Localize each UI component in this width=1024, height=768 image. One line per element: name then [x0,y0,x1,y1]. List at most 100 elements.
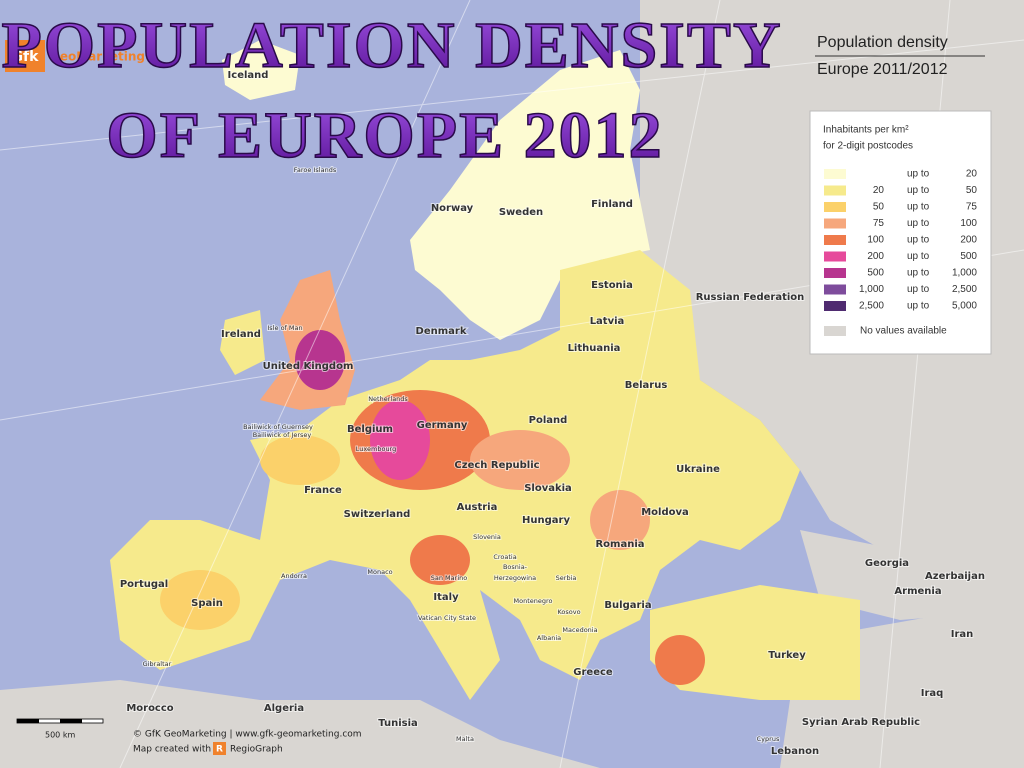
density-patch [470,430,570,490]
legend-word: up to [907,251,930,262]
credit: Map created with [133,745,211,755]
legend-from: 75 [873,218,885,229]
legend-to: 75 [966,202,978,213]
place-label: Lithuania [568,343,621,354]
place-label: Bulgaria [604,600,651,611]
legend-from: 500 [867,268,884,279]
legend-word: up to [907,268,930,279]
place-label: Sweden [499,207,543,218]
density-patch [295,330,345,390]
place-label: Bailiwick of Guernsey [243,423,313,431]
place-label: Netherlands [368,395,408,403]
place-label: Lebanon [771,746,819,757]
place-label: Germany [417,420,468,431]
legend-word: up to [907,218,930,229]
place-label: Switzerland [344,509,411,520]
scale-bar [17,719,39,723]
title-line: POPULATION DENSITY [1,9,782,82]
place-label: Russian Federation [696,292,805,303]
place-label: Luxembourg [356,445,397,453]
legend-from: 1,000 [859,284,884,295]
legend-swatch [824,169,846,179]
density-patch [370,400,430,480]
place-label: Romania [595,539,644,550]
place-label: San Marino [431,574,467,582]
place-label: Greece [573,667,613,678]
density-patch [655,635,705,685]
legend-to: 100 [960,218,977,229]
place-label: Finland [591,199,633,210]
legend-swatch [824,235,846,245]
place-label: Italy [433,592,459,603]
logo: Gfk GeoMarketing [5,40,145,72]
legend-subheading: for 2-digit postcodes [823,141,913,152]
icon-letter: R [216,745,223,755]
legend-swatch [824,268,846,278]
legend-to: 2,500 [952,284,977,295]
legend-to: 20 [966,169,978,180]
legend-swatch [824,185,846,196]
legend-swatch [824,284,846,295]
header: Population density Europe 2011/2012 [815,34,985,78]
place-label: Bailiwick of Jersey [253,431,312,439]
icon [213,742,226,755]
place-label: United Kingdom [263,361,354,372]
header-subtitle: Europe 2011/2012 [817,61,948,78]
iceland [222,40,300,100]
ireland [220,310,265,375]
place-label: Moldova [641,507,689,518]
place-label: Azerbaijan [925,571,985,582]
place-label: Albania [537,634,561,642]
place-label: Denmark [416,326,467,337]
place-label: Iceland [228,70,269,81]
legend-word: up to [907,301,930,312]
place-label: Georgia [865,558,909,569]
legend-swatch [824,301,846,311]
logo-box [5,40,45,72]
legend-swatch [824,326,846,336]
legend-heading: Inhabitants per km² [823,125,909,136]
legend-box [809,110,992,355]
legend-swatch [824,202,846,212]
legend-to: 1,000 [952,268,977,279]
place-label: Belgium [347,424,393,435]
density-patch [260,435,340,485]
place-label: Hungary [522,515,570,526]
place-label: Montenegro [513,597,552,605]
logo-mark: Gfk [12,49,40,65]
place-label: Ukraine [676,464,720,475]
scale-bar [60,719,82,723]
place-label: Latvia [590,316,625,327]
place-label: Syrian Arab Republic [802,717,920,728]
legend-word: up to [907,284,930,295]
legend-to: 50 [966,185,978,196]
place-label: Kosovo [557,608,580,616]
labels: Iceland Faroe Islands Norway Sweden Finland E… [119,69,986,758]
title-line: OF EUROPE 2012 [106,99,663,172]
place-label: Faroe Islands [294,166,337,174]
turkey [650,585,860,700]
density-patch [410,535,470,585]
footer: 500 km © GfK GeoMarketing | www.gfk-geom… [16,718,362,755]
legend: Inhabitants per km² for 2-digit postcode… [809,110,992,355]
place-label: Turkey [768,650,806,661]
legend-from: 200 [867,251,884,262]
copyright: © GfK GeoMarketing | www.gfk-geomarketin… [133,730,362,740]
place-label: France [304,485,342,496]
place-label: Herzegowina [494,574,536,582]
legend-swatch [824,251,846,262]
place-label: Austria [457,502,498,513]
legend-from: 50 [873,202,885,213]
place-label: Norway [431,203,474,214]
place-label: Portugal [120,579,168,590]
place-label: Serbia [556,574,577,582]
caucasus [800,530,1024,620]
legend-word: up to [907,169,930,180]
place-label: Vatican City State [418,614,476,622]
legend-from: 100 [867,235,884,246]
place-label: Monaco [367,568,392,576]
place-label: Algeria [264,703,304,714]
legend-no-values: No values available [860,326,947,337]
